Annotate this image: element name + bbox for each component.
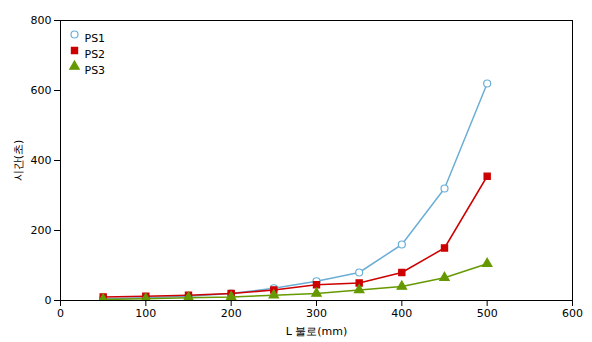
svg-text:800: 800 — [31, 14, 52, 27]
svg-text:400: 400 — [31, 154, 52, 167]
svg-text:200: 200 — [31, 224, 52, 237]
svg-text:0: 0 — [45, 294, 52, 307]
svg-text:PS2: PS2 — [85, 48, 106, 61]
svg-text:100: 100 — [135, 307, 156, 320]
svg-text:0: 0 — [57, 307, 64, 320]
svg-text:시간(초): 시간(초) — [12, 140, 25, 182]
svg-text:300: 300 — [306, 307, 327, 320]
svg-text:500: 500 — [477, 307, 498, 320]
svg-text:200: 200 — [221, 307, 242, 320]
svg-text:400: 400 — [391, 307, 412, 320]
svg-text:600: 600 — [562, 307, 583, 320]
svg-text:600: 600 — [31, 84, 52, 97]
svg-text:PS3: PS3 — [85, 64, 106, 77]
svg-text:PS1: PS1 — [85, 32, 106, 45]
svg-text:L 불로(mm): L 불로(mm) — [286, 325, 348, 338]
